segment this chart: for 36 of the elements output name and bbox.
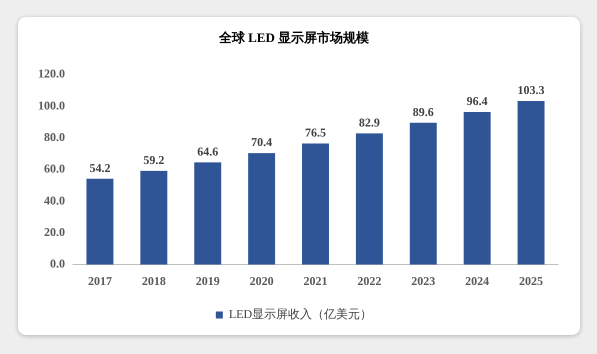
data-label: 54.2 <box>89 160 110 175</box>
x-tick-label: 2022 <box>357 274 382 288</box>
bar <box>248 153 276 265</box>
chart-title: 全球 LED 显示屏市场规模 <box>218 30 370 46</box>
bar <box>518 101 545 265</box>
y-tick-label: 20.0 <box>44 225 65 240</box>
y-tick-label: 60.0 <box>44 162 65 176</box>
y-tick-label: 100.0 <box>38 98 65 112</box>
x-tick-label: 2019 <box>196 274 220 288</box>
x-tick-label: 2025 <box>519 274 544 288</box>
bar <box>410 122 437 265</box>
x-tick-label: 2024 <box>465 274 490 288</box>
bar <box>464 112 491 265</box>
legend-label: LED显示屏收入（亿美元） <box>228 307 372 322</box>
bar <box>86 178 114 265</box>
data-label: 59.2 <box>143 152 164 167</box>
bar <box>140 170 168 265</box>
data-label: 76.5 <box>305 126 326 140</box>
x-tick-label: 2021 <box>304 274 328 288</box>
data-label: 103.3 <box>518 83 545 98</box>
y-tick-label: 120.0 <box>38 66 65 81</box>
x-tick-label: 2020 <box>250 274 274 288</box>
bar <box>302 143 329 265</box>
data-label: 96.4 <box>466 94 488 108</box>
x-tick-label: 2023 <box>411 274 436 288</box>
x-tick-label: 2018 <box>142 274 166 288</box>
y-tick-label: 40.0 <box>44 193 65 208</box>
y-tick-label: 0.0 <box>50 256 65 271</box>
bar <box>194 162 222 265</box>
data-label: 70.4 <box>251 135 272 150</box>
y-tick-label: 80.0 <box>44 130 65 144</box>
data-label: 64.6 <box>197 144 218 158</box>
data-label: 89.6 <box>412 104 434 119</box>
data-label: 82.9 <box>358 115 380 130</box>
bar <box>356 133 383 265</box>
x-tick-label: 2017 <box>88 274 112 288</box>
